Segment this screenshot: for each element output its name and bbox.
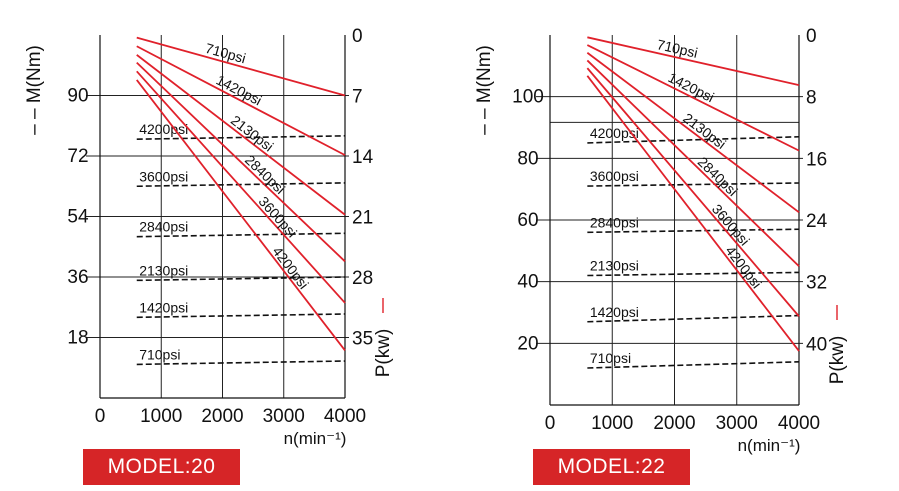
- power-axis-label: P(kw): [827, 336, 848, 385]
- x-tick-label: 2000: [201, 406, 243, 427]
- power-curve: [136, 70, 346, 304]
- torque-curve-label: 4200psi: [590, 125, 639, 141]
- x-axis-label: n(min⁻¹): [738, 436, 801, 455]
- power-curve-label: 4200psi: [722, 243, 765, 292]
- torque-tick-label: 80: [517, 148, 538, 169]
- torque-curve: [587, 314, 800, 323]
- power-curve-label: 2840psi: [695, 154, 741, 200]
- x-tick-label: 0: [545, 413, 556, 434]
- chart-panel-1: 18 36 54 72 90 0 7 14 21 28 35 0 1000 2000 3000 4000 – –…: [24, 26, 394, 448]
- torque-curve: [136, 182, 346, 188]
- power-curve-label: 2130psi: [680, 110, 729, 152]
- power-axis-label: P(kw): [373, 329, 394, 378]
- power-curve: [586, 44, 800, 152]
- power-tick-label: 21: [352, 208, 373, 229]
- x-tick-label: 4000: [778, 413, 820, 434]
- torque-tick-label: 54: [67, 207, 89, 228]
- torque-curve: [587, 228, 800, 234]
- power-curve-label: 2130psi: [228, 112, 277, 155]
- torque-curve: [587, 182, 800, 187]
- torque-tick-label: 36: [67, 267, 88, 288]
- power-curve-label: 4200psi: [269, 243, 312, 292]
- torque-curve: [587, 361, 800, 369]
- torque-curve-label: 1420psi: [590, 304, 639, 320]
- torque-curve-label: 3600psi: [139, 168, 188, 184]
- torque-curve: [587, 135, 800, 144]
- power-tick-label: 7: [352, 87, 363, 108]
- power-curve: [586, 67, 800, 317]
- power-tick-label: 16: [806, 149, 827, 170]
- power-curve-label: 2840psi: [242, 152, 289, 197]
- power-curve: [136, 45, 346, 156]
- x-tick-label: 4000: [324, 406, 366, 427]
- torque-curve-label: 2840psi: [590, 214, 639, 230]
- torque-axis-label: – – M(Nm): [24, 45, 45, 135]
- power-tick-label: 28: [352, 268, 373, 289]
- torque-curve: [136, 360, 346, 366]
- power-curve-label: 1420psi: [666, 69, 717, 105]
- power-curve: [586, 59, 800, 267]
- torque-tick-label: 20: [517, 333, 538, 354]
- torque-curve-label: 2130psi: [139, 262, 188, 278]
- x-tick-label: 1000: [140, 406, 182, 427]
- torque-tick-label: 60: [517, 210, 538, 231]
- torque-curve-label: 710psi: [139, 346, 180, 362]
- torque-curve: [136, 232, 346, 238]
- x-tick-label: 0: [95, 406, 106, 427]
- torque-curve: [136, 276, 346, 282]
- power-curve: [136, 62, 346, 263]
- torque-curve-label: 1420psi: [139, 299, 188, 315]
- power-tick-label: 24: [806, 211, 828, 232]
- power-curve: [136, 54, 346, 216]
- power-tick-label: 40: [806, 334, 827, 355]
- torque-curve-label: 3600psi: [590, 168, 639, 184]
- torque-axis-label: – – M(Nm): [474, 45, 495, 135]
- power-curve: [136, 79, 346, 352]
- model-badge: MODEL:22: [533, 449, 690, 485]
- torque-curve-label: 710psi: [590, 350, 631, 366]
- power-tick-label: 14: [352, 147, 374, 168]
- torque-tick-label: 90: [67, 86, 88, 107]
- power-tick-label: 0: [806, 26, 817, 47]
- power-curve: [586, 52, 800, 214]
- power-curve: [136, 36, 346, 97]
- x-axis-label: n(min⁻¹): [284, 429, 347, 448]
- torque-curve-label: 4200psi: [139, 121, 188, 137]
- x-tick-label: 1000: [591, 413, 633, 434]
- power-curve: [587, 36, 800, 86]
- torque-curve: [587, 271, 800, 277]
- x-tick-label: 3000: [716, 413, 758, 434]
- torque-tick-label: 72: [67, 146, 88, 167]
- torque-curve-label: 2130psi: [590, 258, 639, 274]
- power-tick-label: 8: [806, 88, 817, 109]
- model-badge: MODEL:20: [83, 449, 240, 485]
- torque-tick-label: 40: [517, 272, 538, 293]
- torque-curve: [136, 313, 346, 319]
- x-tick-label: 3000: [263, 406, 305, 427]
- torque-tick-label: 18: [67, 328, 88, 349]
- power-tick-label: 0: [352, 26, 363, 47]
- torque-tick-label: 100: [512, 87, 544, 108]
- power-tick-label: 32: [806, 273, 827, 294]
- torque-curve-label: 2840psi: [139, 219, 188, 235]
- power-tick-label: 35: [352, 329, 373, 350]
- x-tick-label: 2000: [653, 413, 695, 434]
- power-curve: [586, 75, 800, 352]
